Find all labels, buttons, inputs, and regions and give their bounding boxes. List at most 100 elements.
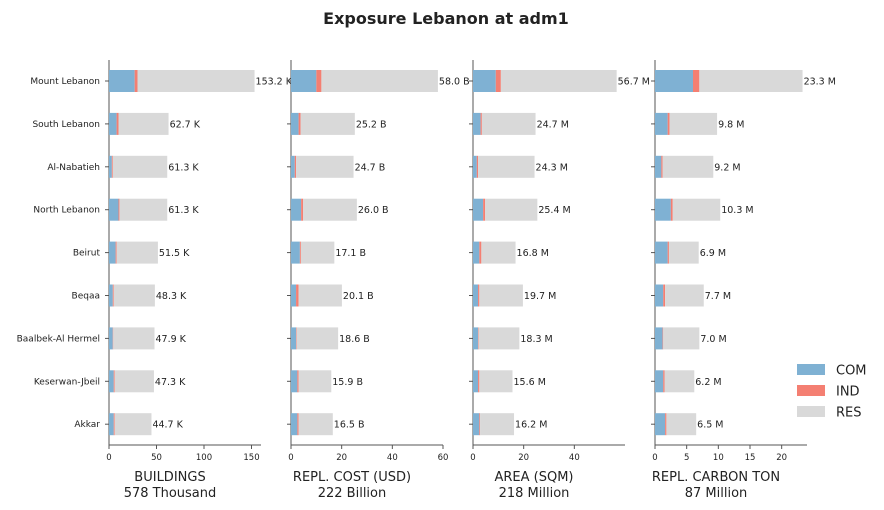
bar-com bbox=[655, 284, 664, 307]
x-axis-subtitle: 578 Thousand bbox=[124, 486, 217, 501]
legend-label-res: RES bbox=[836, 406, 862, 421]
legend-swatch-com bbox=[797, 364, 825, 375]
legend-label-com: COM bbox=[836, 364, 867, 379]
bar-ind bbox=[134, 70, 138, 92]
bar-com bbox=[109, 327, 113, 350]
x-tick-label: 0 bbox=[652, 453, 657, 463]
bar-ind bbox=[118, 198, 120, 221]
bar-ind bbox=[662, 327, 664, 350]
value-label: 16.8 M bbox=[517, 248, 549, 259]
x-tick-label: 20 bbox=[518, 453, 529, 463]
bar-res bbox=[479, 284, 523, 307]
value-label: 15.6 M bbox=[514, 377, 546, 388]
bar-ind bbox=[296, 284, 299, 307]
value-label: 10.3 M bbox=[721, 205, 753, 216]
bar-ind bbox=[667, 112, 670, 135]
value-label: 61.3 K bbox=[168, 205, 199, 216]
x-axis-subtitle: 87 Million bbox=[685, 486, 748, 501]
x-axis-label: AREA (SQM) bbox=[494, 470, 573, 485]
value-label: 16.2 M bbox=[515, 420, 547, 431]
bar-com bbox=[473, 112, 481, 135]
bar-ind bbox=[113, 413, 115, 436]
bar-ind bbox=[116, 112, 119, 135]
value-label: 19.7 M bbox=[524, 291, 556, 302]
bar-com bbox=[655, 112, 668, 135]
category-label: Beirut bbox=[73, 249, 101, 259]
x-tick-label: 60 bbox=[438, 453, 449, 463]
category-label: Al-Nabatieh bbox=[47, 163, 100, 173]
x-axis-subtitle: 218 Million bbox=[499, 486, 570, 501]
bar-com bbox=[473, 413, 480, 436]
x-tick-label: 0 bbox=[470, 453, 475, 463]
bar-res bbox=[303, 198, 357, 221]
bar-ind bbox=[301, 198, 304, 221]
value-label: 9.2 M bbox=[714, 162, 740, 173]
category-label: Akkar bbox=[74, 420, 100, 430]
bar-ind bbox=[478, 327, 479, 350]
bar-ind bbox=[665, 413, 667, 436]
bar-res bbox=[485, 198, 538, 221]
bar-com bbox=[109, 413, 114, 436]
bar-com bbox=[655, 155, 662, 178]
bar-res bbox=[666, 413, 697, 436]
value-label: 26.0 B bbox=[358, 205, 389, 216]
bar-res bbox=[321, 70, 438, 92]
bar-com bbox=[291, 198, 302, 221]
bar-com bbox=[655, 413, 666, 436]
bar-com bbox=[291, 70, 317, 92]
panel-4: 0 5 10 15 20 23.3 M 9.8 M 9.2 M 10.3 M 6.9 M 7.7 M… bbox=[651, 60, 836, 501]
category-label: Mount Lebanon bbox=[30, 77, 100, 87]
bar-com bbox=[291, 284, 297, 307]
bar-com bbox=[655, 241, 668, 264]
bar-com bbox=[291, 327, 297, 350]
bar-com bbox=[109, 370, 114, 393]
x-axis-subtitle: 222 Billion bbox=[318, 486, 387, 501]
bar-com bbox=[109, 284, 113, 307]
bar-ind bbox=[478, 370, 480, 393]
bar-com bbox=[109, 112, 117, 135]
value-label: 24.3 M bbox=[536, 162, 568, 173]
value-label: 6.5 M bbox=[697, 420, 723, 431]
bar-ind bbox=[667, 241, 669, 264]
legend-swatch-ind bbox=[797, 385, 825, 396]
bar-res bbox=[500, 70, 617, 92]
bar-ind bbox=[297, 413, 299, 436]
x-tick-label: 50 bbox=[151, 453, 162, 463]
bar-ind bbox=[297, 370, 299, 393]
bar-com bbox=[473, 70, 496, 92]
panel-1: 0 50 100 150 Mount Lebanon 153.2 K South Leban… bbox=[17, 60, 293, 501]
bar-res bbox=[672, 198, 721, 221]
bar-res bbox=[296, 155, 354, 178]
bar-res bbox=[481, 241, 516, 264]
bar-res bbox=[669, 112, 718, 135]
value-label: 15.9 B bbox=[332, 377, 363, 388]
bar-res bbox=[113, 327, 155, 350]
category-label: Beqaa bbox=[72, 292, 100, 302]
value-label: 7.0 M bbox=[700, 334, 726, 345]
bar-ind bbox=[296, 327, 297, 350]
x-tick-label: 15 bbox=[745, 453, 756, 463]
x-tick-label: 40 bbox=[569, 453, 580, 463]
panel-2: 0 20 40 60 58.0 B 25.2 B 24.7 B 26.0 B 17.1 B 20.… bbox=[287, 60, 470, 501]
bar-res bbox=[112, 155, 168, 178]
panel-3: 0 20 40 56.7 M 24.7 M 24.3 M 25.4 M 16.8 M 19.7 … bbox=[469, 60, 650, 501]
value-label: 58.0 B bbox=[439, 77, 470, 88]
bar-res bbox=[668, 241, 699, 264]
bar-ind bbox=[483, 198, 486, 221]
x-tick-label: 150 bbox=[243, 453, 259, 463]
bar-res bbox=[479, 370, 513, 393]
value-label: 20.1 B bbox=[343, 291, 374, 302]
bar-ind bbox=[115, 241, 117, 264]
bar-res bbox=[114, 370, 154, 393]
bar-res bbox=[480, 413, 515, 436]
bar-ind bbox=[663, 370, 665, 393]
bar-com bbox=[473, 241, 480, 264]
bar-com bbox=[291, 241, 300, 264]
x-tick-label: 0 bbox=[288, 453, 293, 463]
bar-com bbox=[109, 70, 135, 92]
bar-ind bbox=[298, 112, 301, 135]
bar-res bbox=[478, 327, 520, 350]
bar-ind bbox=[112, 284, 114, 307]
bar-res bbox=[300, 241, 335, 264]
